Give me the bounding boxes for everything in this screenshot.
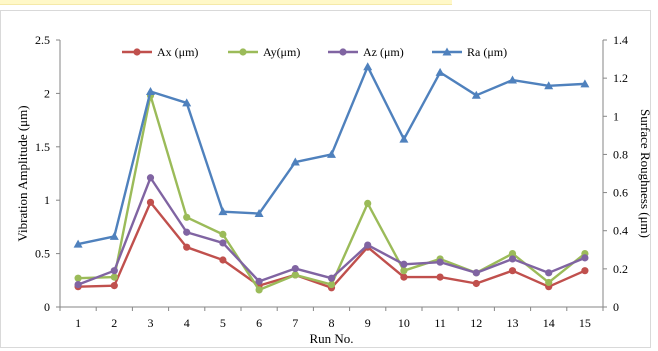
- x-tick-label: 2: [111, 316, 117, 330]
- legend-swatch-marker: [339, 48, 347, 56]
- series-3-point: [508, 75, 517, 84]
- series-1-point: [110, 273, 118, 281]
- series-2-point: [110, 267, 118, 275]
- y-right-tick-label: 0.8: [613, 147, 628, 161]
- series-3-point: [580, 79, 590, 88]
- series-3-point: [182, 98, 192, 107]
- y-left-tick-label: 1: [44, 193, 50, 207]
- y-right-tick-label: 0.6: [613, 186, 628, 200]
- series-2-point: [581, 254, 589, 262]
- series-1-point: [508, 250, 517, 258]
- series-0-point: [146, 198, 155, 206]
- legend-swatch-marker: [442, 47, 452, 56]
- x-tick-label: 15: [579, 316, 591, 330]
- series-3-point: [218, 207, 228, 216]
- series-2-point: [291, 264, 299, 273]
- y-right-tick-label: 1: [613, 109, 619, 123]
- y-axis-left-title: Vibration Amplitude (μm): [15, 105, 30, 241]
- series-1-point: [74, 274, 82, 282]
- y-left-tick-label: 1.5: [35, 140, 50, 154]
- y-right-tick-label: 0: [613, 300, 619, 314]
- x-tick-label: 10: [398, 316, 410, 330]
- series-1-point: [364, 199, 372, 208]
- y-axis-right-title: Surface Roughness (μm): [638, 109, 653, 238]
- x-tick-label: 9: [365, 316, 371, 330]
- legend-label: Ax (μm): [157, 45, 198, 59]
- y-left-tick-label: 2.5: [35, 33, 50, 47]
- series-3-point: [254, 209, 264, 218]
- y-right-tick-label: 1.2: [613, 71, 628, 85]
- x-tick-label: 6: [256, 316, 262, 330]
- series-1-point: [291, 271, 299, 279]
- x-tick-label: 8: [329, 316, 335, 330]
- series-3-point: [471, 90, 481, 99]
- x-tick-label: 4: [184, 316, 190, 330]
- series-2-point: [327, 274, 336, 282]
- y-right-tick-label: 1.4: [613, 33, 628, 47]
- chart-border: [0, 10, 651, 348]
- x-tick-label: 7: [292, 316, 298, 330]
- x-tick-label: 5: [220, 316, 226, 330]
- series-2-point: [364, 241, 372, 249]
- x-axis-title: Run No.: [309, 331, 353, 346]
- series-2-point: [508, 255, 517, 263]
- legend-label: Ay(μm): [263, 45, 300, 59]
- legend-label: Az (μm): [363, 45, 404, 59]
- series-2-point: [183, 228, 191, 236]
- series-0-point: [400, 273, 408, 281]
- series-3-point: [327, 149, 336, 158]
- series-0-point: [110, 282, 118, 290]
- series-3-point: [544, 81, 554, 90]
- y-right-tick-label: 0.2: [613, 262, 628, 276]
- x-tick-label: 14: [543, 316, 555, 330]
- x-tick-label: 11: [434, 316, 446, 330]
- series-2-point: [436, 258, 444, 266]
- series-2-point: [219, 239, 227, 247]
- series-2-point: [545, 269, 553, 277]
- series-1-point: [327, 280, 336, 289]
- top-highlight-strip: [0, 0, 452, 5]
- series-0-point: [472, 279, 480, 288]
- y-left-tick-label: 2: [44, 86, 50, 100]
- x-tick-label: 13: [507, 316, 519, 330]
- x-tick-label: 1: [75, 316, 81, 330]
- series-3-point: [363, 62, 373, 71]
- series-3-point: [73, 239, 83, 248]
- series-2-point: [472, 269, 480, 277]
- series-3-point: [109, 231, 119, 240]
- series-3-point: [399, 134, 409, 143]
- x-tick-label: 12: [470, 316, 482, 330]
- y-left-tick-label: 0: [44, 300, 50, 314]
- legend-label: Ra (μm): [467, 45, 507, 59]
- y-left-tick-label: 0.5: [35, 247, 50, 261]
- series-3-point: [290, 157, 300, 166]
- series-2-point: [146, 174, 155, 182]
- series-2-point: [400, 260, 408, 268]
- series-3-point: [435, 67, 445, 76]
- series-0-point: [581, 267, 589, 275]
- series-1-point: [183, 213, 191, 221]
- series-1-point: [400, 267, 408, 275]
- series-2-point: [74, 280, 82, 289]
- legend-swatch-marker: [239, 48, 247, 56]
- series-0-point: [219, 256, 227, 264]
- series-0-point: [508, 267, 517, 275]
- series-1-point: [545, 278, 553, 287]
- series-1-point: [255, 286, 263, 294]
- series-0-point: [436, 273, 444, 281]
- series-3-point: [146, 86, 155, 95]
- series-1-point: [219, 230, 227, 238]
- legend-swatch-marker: [133, 48, 141, 56]
- series-2-point: [255, 277, 263, 285]
- x-tick-label: 3: [148, 316, 154, 330]
- y-right-tick-label: 0.4: [613, 224, 628, 238]
- series-line-2: [77, 176, 586, 286]
- series-0-point: [183, 243, 191, 251]
